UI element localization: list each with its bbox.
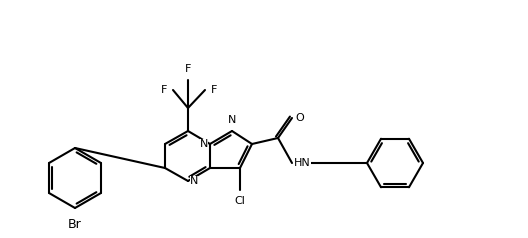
Text: Cl: Cl xyxy=(234,196,246,206)
Text: Br: Br xyxy=(68,218,82,231)
Text: F: F xyxy=(211,85,217,95)
Text: N: N xyxy=(190,176,199,186)
Text: F: F xyxy=(161,85,167,95)
Text: N: N xyxy=(200,139,208,149)
Text: N: N xyxy=(228,115,236,125)
Text: F: F xyxy=(185,64,191,74)
Text: O: O xyxy=(296,113,304,123)
Text: HN: HN xyxy=(294,158,311,168)
